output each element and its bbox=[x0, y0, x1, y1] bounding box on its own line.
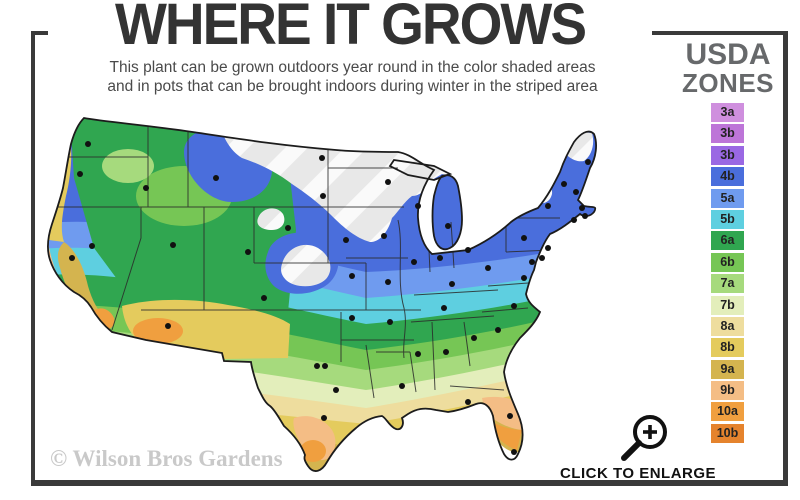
city-dot bbox=[415, 203, 421, 209]
city-dot bbox=[213, 175, 219, 181]
legend-title-line-2: ZONES bbox=[681, 68, 775, 98]
city-dot bbox=[385, 279, 391, 285]
city-dot bbox=[285, 225, 291, 231]
city-dot bbox=[437, 255, 443, 261]
city-dot bbox=[529, 259, 535, 265]
usa-zone-map[interactable] bbox=[36, 100, 666, 480]
legend-zone-7a: 7a bbox=[711, 274, 744, 294]
city-dot bbox=[343, 237, 349, 243]
zone-fill-layers bbox=[47, 118, 597, 472]
legend-zone-10b: 10b bbox=[711, 423, 744, 443]
city-dot bbox=[561, 181, 567, 187]
city-dot bbox=[449, 281, 455, 287]
legend-zone-3b: 3b bbox=[711, 124, 744, 144]
city-dot bbox=[69, 255, 75, 261]
city-dot bbox=[582, 213, 588, 219]
city-dot bbox=[443, 349, 449, 355]
legend-title-line-1: USDA bbox=[685, 38, 771, 71]
legend-zone-5a: 5a bbox=[711, 188, 744, 208]
city-dot bbox=[511, 303, 517, 309]
city-dot bbox=[170, 242, 176, 248]
legend-title: USDA ZONES bbox=[676, 40, 780, 97]
city-dot bbox=[320, 193, 326, 199]
city-dot bbox=[143, 185, 149, 191]
city-dot bbox=[573, 189, 579, 195]
legend-zone-3a: 3a bbox=[711, 103, 744, 122]
zone-legend-list: 3a 3b 3b 4b 5a 5b 6a 6b 7a 7b 8a 8b 9a 9b 10a 10b bbox=[711, 103, 745, 445]
city-dot bbox=[314, 363, 320, 369]
city-dot bbox=[385, 179, 391, 185]
city-dot bbox=[333, 387, 339, 393]
city-dot bbox=[415, 351, 421, 357]
city-dot bbox=[399, 383, 405, 389]
city-dot bbox=[445, 223, 451, 229]
city-dot bbox=[465, 399, 471, 405]
city-dot bbox=[441, 305, 447, 311]
legend-zone-5b: 5b bbox=[711, 209, 744, 229]
legend-zone-8a: 8a bbox=[711, 316, 744, 336]
city-dot bbox=[495, 327, 501, 333]
city-dot bbox=[89, 243, 95, 249]
city-dot bbox=[545, 203, 551, 209]
city-dot bbox=[245, 249, 251, 255]
city-dot bbox=[387, 319, 393, 325]
city-dot bbox=[521, 275, 527, 281]
subtitle: This plant can be grown outdoors year ro… bbox=[55, 59, 650, 97]
legend-zone-6b: 6b bbox=[711, 252, 744, 272]
city-dot bbox=[261, 295, 267, 301]
city-dot bbox=[349, 273, 355, 279]
city-dot bbox=[349, 315, 355, 321]
legend-zone-3b: 3b bbox=[711, 145, 744, 165]
city-dot bbox=[579, 205, 585, 211]
city-dot bbox=[77, 171, 83, 177]
magnifier-zoom-icon[interactable] bbox=[616, 404, 678, 466]
subtitle-line-1: This plant can be grown outdoors year ro… bbox=[109, 59, 596, 76]
city-dot bbox=[411, 259, 417, 265]
legend-zone-9b: 9b bbox=[711, 381, 744, 401]
state-borders bbox=[47, 122, 560, 399]
city-dot bbox=[521, 235, 527, 241]
city-dot bbox=[165, 323, 171, 329]
city-dot bbox=[511, 449, 517, 455]
city-dot bbox=[545, 245, 551, 251]
click-to-enlarge-label[interactable]: CLICK TO ENLARGE bbox=[559, 465, 717, 482]
city-dots bbox=[69, 141, 591, 455]
city-dot bbox=[381, 233, 387, 239]
city-dot bbox=[465, 247, 471, 253]
city-dot bbox=[585, 159, 591, 165]
legend-zone-4b: 4b bbox=[711, 167, 744, 187]
city-dot bbox=[507, 413, 513, 419]
city-dot bbox=[321, 415, 327, 421]
city-dot bbox=[85, 141, 91, 147]
page-title: WHERE IT GROWS bbox=[48, 0, 652, 56]
legend-zone-7b: 7b bbox=[711, 295, 744, 315]
city-dot bbox=[471, 335, 477, 341]
usa-outline bbox=[46, 117, 597, 472]
subtitle-line-2: and in pots that can be brought indoors … bbox=[107, 77, 598, 95]
city-dot bbox=[322, 363, 328, 369]
city-dot bbox=[319, 155, 325, 161]
watermark: © Wilson Bros Gardens bbox=[50, 446, 283, 471]
city-dot bbox=[539, 255, 545, 261]
city-dot bbox=[571, 217, 577, 223]
unshaded-region bbox=[499, 443, 518, 462]
legend-zone-6a: 6a bbox=[711, 231, 744, 251]
legend-zone-8b: 8b bbox=[711, 338, 744, 358]
legend-zone-10a: 10a bbox=[711, 402, 744, 422]
legend-zone-9a: 9a bbox=[711, 359, 744, 379]
city-dot bbox=[485, 265, 491, 271]
